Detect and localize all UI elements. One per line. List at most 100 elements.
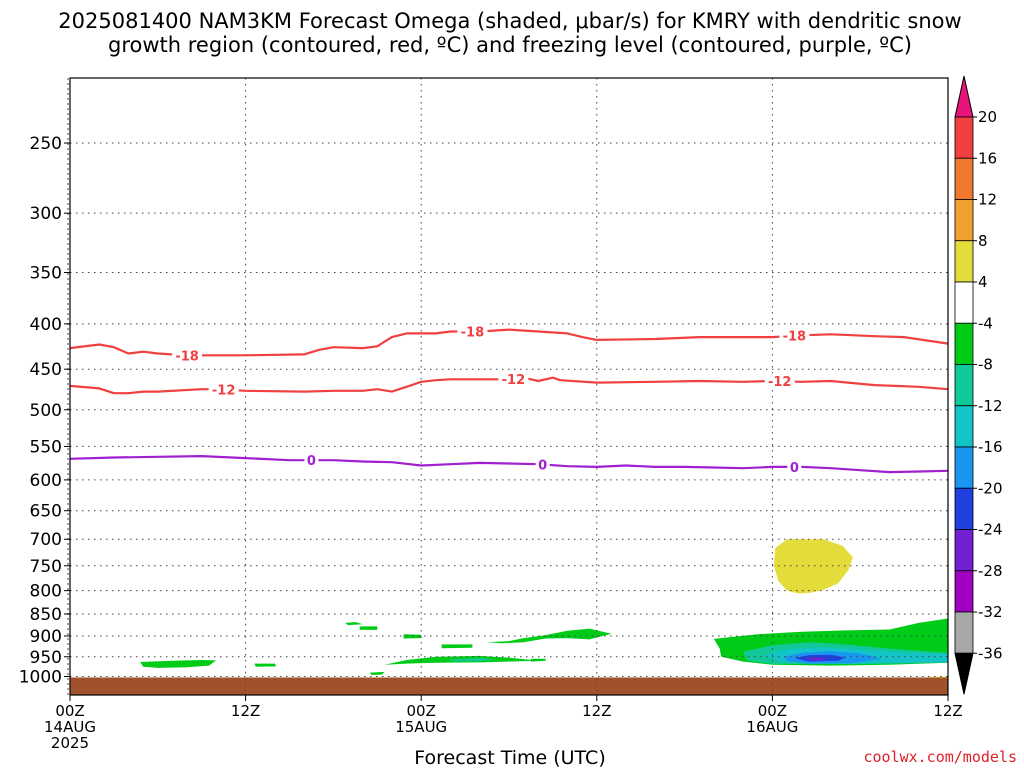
- contour-label-bg: [498, 370, 529, 387]
- colorbar-label: 4: [978, 273, 988, 291]
- omega-region: [487, 628, 612, 644]
- x-tick-label: 00Z: [758, 702, 787, 720]
- omega-region: [773, 539, 853, 594]
- omega-region: [359, 626, 378, 630]
- omega-region: [254, 663, 277, 667]
- y-tick-label: 300: [30, 204, 62, 224]
- contour-label-bg: [764, 373, 795, 390]
- contour-label-bg: [779, 327, 810, 344]
- contour-label: -18: [783, 330, 807, 345]
- contour-label: 0: [538, 459, 547, 474]
- y-tick-label: 850: [30, 605, 62, 625]
- contour-label: -12: [768, 375, 792, 390]
- colorbar-top-arrow: [954, 75, 974, 118]
- colorbar-label: 12: [978, 191, 997, 209]
- contour-label: -18: [175, 349, 199, 364]
- omega-shading-layer: [140, 539, 948, 682]
- ground-fill: [70, 677, 948, 695]
- x-tick-label: 2025: [51, 734, 89, 752]
- chart-title-line-2: growth region (contoured, red, ºC) and f…: [108, 33, 912, 57]
- contour-layer: -18 -18 -18 -12 -12 -12 0 0 0: [69, 323, 949, 476]
- plot-frame: [69, 77, 949, 696]
- colorbar-block: [954, 529, 974, 572]
- pressure-axis: 2503003504004505005506006507007508008509…: [19, 134, 70, 688]
- contour-label-bg: [304, 452, 319, 469]
- x-tick-label: 12Z: [582, 702, 611, 720]
- ground-layer: [70, 677, 948, 695]
- contour-label-bg: [208, 381, 239, 398]
- x-tick-label: 16AUG: [746, 718, 798, 736]
- contour-label-bg: [172, 347, 203, 364]
- y-tick-label: 500: [30, 401, 62, 421]
- y-tick-label: 250: [30, 134, 62, 154]
- colorbar-label: -20: [978, 479, 1003, 497]
- y-tick-label: 800: [30, 582, 62, 602]
- contour-line: [69, 328, 949, 357]
- colorbar-label: -32: [978, 603, 1003, 621]
- y-tick-label: 900: [30, 627, 62, 647]
- y-tick-label: 600: [30, 471, 62, 491]
- omega-region: [370, 671, 385, 675]
- site-credit: coolwx.com/models: [863, 748, 1017, 766]
- colorbar-block: [954, 199, 974, 242]
- grid-layer: [67, 78, 948, 695]
- contour-label: 0: [307, 454, 316, 469]
- colorbar-label: -4: [978, 314, 993, 332]
- y-tick-label: 1000: [19, 668, 62, 688]
- colorbar-block: [954, 116, 974, 159]
- colorbar-label: -8: [978, 356, 993, 374]
- colorbar-block: [954, 364, 974, 407]
- colorbar-label: -36: [978, 644, 1003, 662]
- colorbar-block: [954, 446, 974, 489]
- x-tick-label: 14AUG: [44, 718, 96, 736]
- y-tick-label: 950: [30, 648, 62, 668]
- colorbar-block: [954, 405, 974, 448]
- colorbar-label: -24: [978, 521, 1003, 539]
- omega-region: [804, 657, 828, 661]
- contour-label: -12: [212, 384, 236, 399]
- omega-region: [450, 658, 495, 662]
- colorbar-block: [954, 240, 974, 283]
- y-tick-label: 350: [30, 263, 62, 283]
- contour-label: 0: [790, 461, 799, 476]
- contour-label-bg: [787, 458, 802, 475]
- contour-line: [69, 376, 949, 395]
- colorbar-block: [954, 157, 974, 200]
- colorbar-label: 8: [978, 232, 988, 250]
- contour-label-bg: [457, 323, 488, 340]
- chart-title-line-1: 2025081400 NAM3KM Forecast Omega (shaded…: [58, 9, 961, 33]
- colorbar: 20 16 12 8 4 -4 -8 -12 -16 -20 -24 -28 -32 -36: [954, 75, 1003, 695]
- y-tick-label: 650: [30, 502, 62, 522]
- colorbar-label: -12: [978, 397, 1003, 415]
- omega-region: [345, 622, 363, 626]
- x-tick-label: 00Z: [407, 702, 436, 720]
- omega-region: [140, 660, 217, 668]
- omega-region: [441, 644, 473, 649]
- colorbar-block: [954, 611, 974, 654]
- colorbar-block: [954, 322, 974, 365]
- x-tick-label: 15AUG: [395, 718, 447, 736]
- x-tick-label: 00Z: [55, 702, 84, 720]
- y-tick-label: 550: [30, 437, 62, 457]
- colorbar-label: -28: [978, 562, 1003, 580]
- colorbar-label: 20: [978, 108, 997, 126]
- colorbar-block: [954, 570, 974, 613]
- colorbar-bottom-arrow: [954, 652, 974, 695]
- omega-region: [531, 658, 546, 662]
- colorbar-block: [954, 281, 974, 324]
- x-axis-label: Forecast Time (UTC): [414, 747, 605, 768]
- y-tick-label: 700: [30, 530, 62, 550]
- y-tick-label: 750: [30, 557, 62, 577]
- contour-line: [69, 455, 949, 474]
- y-tick-label: 400: [30, 315, 62, 335]
- x-tick-label: 12Z: [231, 702, 260, 720]
- x-tick-label: 12Z: [933, 702, 962, 720]
- y-tick-label: 450: [30, 360, 62, 380]
- contour-label: -12: [502, 373, 526, 388]
- contour-label-bg: [535, 456, 550, 473]
- colorbar-block: [954, 487, 974, 530]
- colorbar-label: -16: [978, 438, 1003, 456]
- contour-label: -18: [461, 325, 485, 340]
